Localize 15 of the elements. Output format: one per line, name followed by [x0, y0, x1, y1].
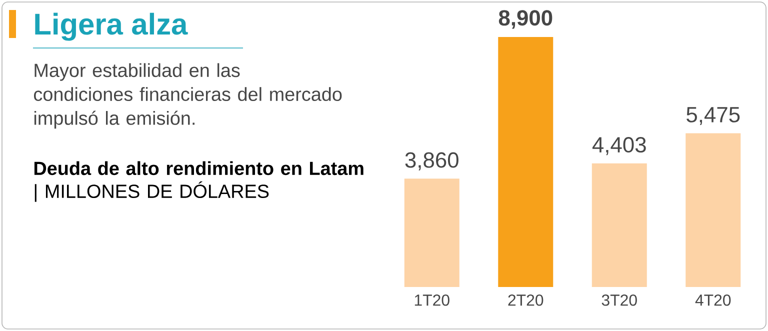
x-tick-label: 4T20 — [695, 294, 731, 306]
data-label: 5,475 — [686, 107, 740, 125]
bar — [404, 178, 460, 287]
x-tick-label: 1T20 — [414, 294, 450, 306]
bar — [686, 133, 741, 287]
x-tick-label: 3T20 — [602, 294, 637, 306]
text: Mayor estabilidad en las condiciones financieras del mercado impulsó la emisión. — [34, 63, 342, 129]
data-label: 4,403 — [592, 137, 646, 156]
bar — [498, 36, 554, 287]
x-tick-label: 2T20 — [508, 294, 544, 306]
text: Deuda de alto rendimiento en Latam | MILLONES DE DÓLARES — [34, 161, 364, 202]
bar — [592, 163, 647, 287]
data-label: 3,860 — [405, 152, 458, 170]
text: Ligera alza — [35, 12, 188, 41]
data-label: 8,900 — [498, 10, 552, 29]
